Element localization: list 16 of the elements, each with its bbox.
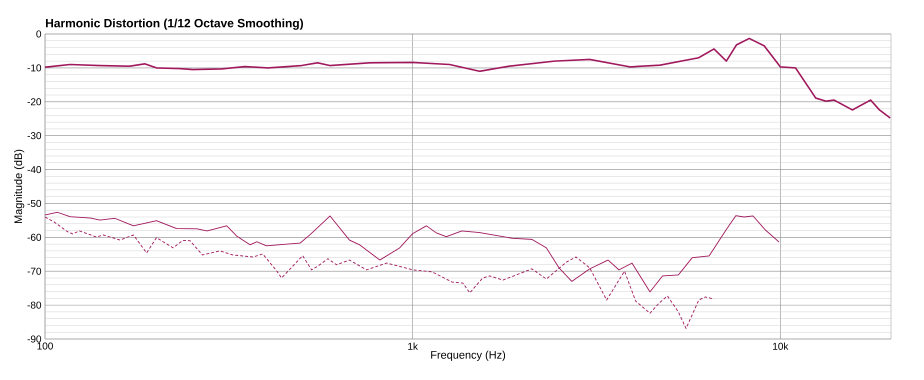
y-tick-label: -80 bbox=[28, 302, 42, 309]
y-tick-label: -40 bbox=[28, 166, 42, 174]
y-tick-label: -10 bbox=[28, 64, 42, 72]
y-tick-label: -60 bbox=[28, 234, 42, 241]
x-axis-title: Frequency (Hz) bbox=[431, 350, 506, 361]
y-tick-label: -90 bbox=[28, 335, 42, 343]
chart-title: Harmonic Distortion (1/12 Octave Smoothing) bbox=[46, 18, 304, 30]
x-tick-label: 1k bbox=[408, 342, 418, 350]
x-tick-label: 10k bbox=[773, 342, 788, 350]
y-tick-label: 0 bbox=[36, 30, 42, 38]
y-tick-label: -70 bbox=[28, 268, 42, 275]
y-axis-title: Magnitude (dB) bbox=[14, 150, 24, 224]
y-tick-label: -30 bbox=[28, 132, 42, 140]
y-tick-label: -20 bbox=[28, 98, 42, 106]
y-tick-label: -50 bbox=[28, 200, 42, 207]
x-tick-label: 100 bbox=[37, 342, 53, 350]
